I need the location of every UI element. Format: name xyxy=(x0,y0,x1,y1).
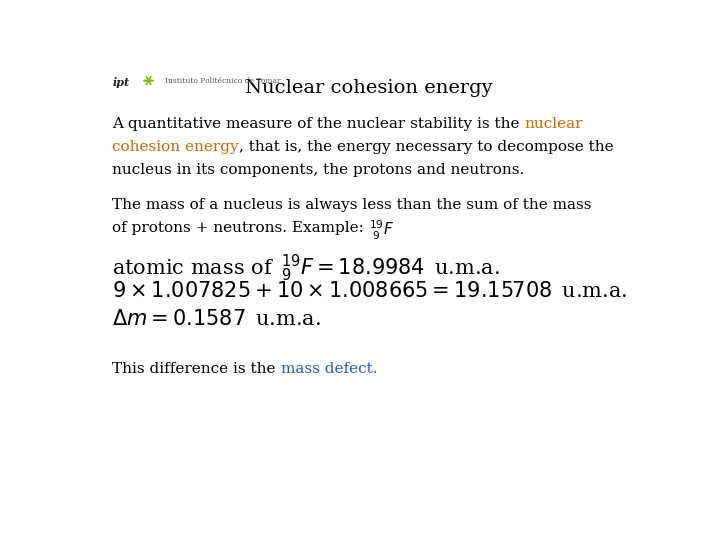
Text: Instituto Politécnico de Tomar: Instituto Politécnico de Tomar xyxy=(166,77,281,85)
Text: $^{19}_{\ 9}F$: $^{19}_{\ 9}F$ xyxy=(369,219,395,242)
Text: Nuclear cohesion energy: Nuclear cohesion energy xyxy=(246,79,492,97)
Text: nuclear: nuclear xyxy=(525,117,583,131)
Text: $\Delta m = 0.1587\,$ u.m.a.: $\Delta m = 0.1587\,$ u.m.a. xyxy=(112,309,321,329)
Text: A quantitative measure of the nuclear stability is the: A quantitative measure of the nuclear st… xyxy=(112,117,525,131)
Text: , that is, the energy necessary to decompose the: , that is, the energy necessary to decom… xyxy=(239,140,613,154)
Text: nucleus in its components, the protons and neutrons.: nucleus in its components, the protons a… xyxy=(112,163,525,177)
Text: mass defect.: mass defect. xyxy=(281,362,377,376)
Text: ipt: ipt xyxy=(112,77,130,88)
Text: $9\times 1.007825 + 10\times 1.008665 = 19.15708\,$ u.m.a.: $9\times 1.007825 + 10\times 1.008665 = … xyxy=(112,281,628,301)
Text: atomic mass of $\,^{19}_{9}F = 18.9984\,$ u.m.a.: atomic mass of $\,^{19}_{9}F = 18.9984\,… xyxy=(112,253,500,284)
Text: The mass of a nucleus is always less than the sum of the mass: The mass of a nucleus is always less tha… xyxy=(112,198,592,212)
Text: This difference is the: This difference is the xyxy=(112,362,281,376)
Text: of protons + neutrons. Example:: of protons + neutrons. Example: xyxy=(112,221,369,235)
Text: cohesion energy: cohesion energy xyxy=(112,140,239,154)
